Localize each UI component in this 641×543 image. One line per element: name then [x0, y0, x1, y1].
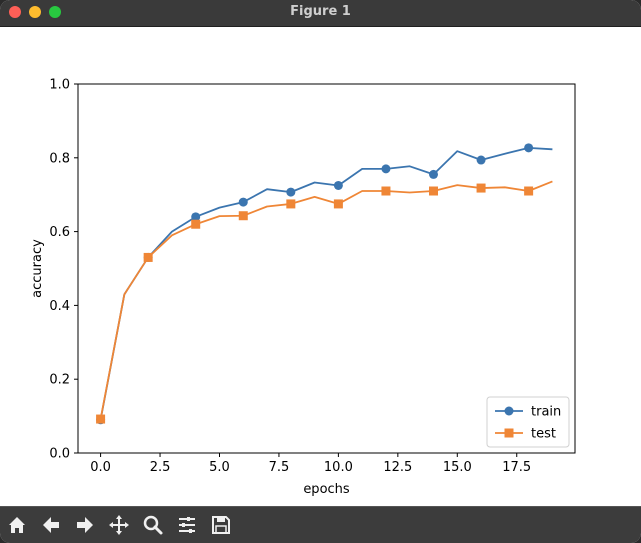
data-point-test [143, 252, 153, 262]
data-point-train [524, 143, 534, 153]
y-tick-label: 0.2 [49, 373, 70, 388]
data-point-test [381, 186, 391, 196]
data-point-test [96, 414, 106, 424]
y-tick-label: 0.8 [49, 151, 70, 166]
x-tick-label: 10.0 [324, 460, 353, 475]
y-tick-label: 1.0 [49, 78, 70, 93]
x-tick-label: 5.0 [209, 460, 230, 475]
zoom-icon [143, 515, 163, 535]
zoom-button[interactable] [138, 511, 168, 539]
figure-canvas[interactable]: 0.0 2.5 5.0 7.5 10.0 12.5 15.0 17.5 0.0 0.2 0.4 0.6… [0, 27, 641, 506]
forward-button[interactable] [70, 511, 100, 539]
home-button[interactable] [2, 511, 32, 539]
x-tick-label: 0.0 [90, 460, 111, 475]
data-point-train [238, 197, 248, 207]
close-window-button[interactable] [9, 6, 21, 18]
axes-frame [77, 83, 576, 454]
home-icon [9, 517, 25, 533]
x-tick-label: 15.0 [443, 460, 472, 475]
save-button[interactable] [206, 511, 236, 539]
data-point-train [429, 169, 439, 179]
data-point-test [476, 183, 486, 193]
y-tick-label: 0.6 [49, 225, 70, 240]
data-point-train [191, 212, 201, 222]
forward-icon [77, 517, 93, 533]
save-icon [212, 516, 230, 534]
configure-subplots-icon [179, 517, 195, 533]
series-line-test [99, 180, 553, 420]
title-bar[interactable]: Figure 1 [0, 0, 641, 27]
window-title: Figure 1 [290, 4, 351, 19]
x-tick-label: 7.5 [269, 460, 290, 475]
back-button[interactable] [36, 511, 66, 539]
legend-label-test: test [531, 427, 556, 442]
configure-subplots-button[interactable] [172, 511, 202, 539]
pan-button[interactable] [104, 511, 134, 539]
data-point-train [333, 180, 343, 190]
data-point-train [286, 187, 296, 197]
maximize-window-button[interactable] [49, 6, 61, 18]
accuracy-chart: 0.0 2.5 5.0 7.5 10.0 12.5 15.0 17.5 0.0 0.2 0.4 0.6… [30, 78, 576, 497]
y-tick-label: 0.4 [49, 299, 70, 314]
data-point-test [286, 199, 296, 209]
x-tick-label: 12.5 [383, 460, 412, 475]
x-axis-label: epochs [303, 482, 350, 497]
x-tick-label: 2.5 [150, 460, 171, 475]
data-point-train [381, 164, 391, 174]
data-point-test [238, 211, 248, 221]
data-point-test [191, 219, 201, 229]
y-axis-label: accuracy [30, 239, 45, 298]
data-point-test [429, 186, 439, 196]
y-tick-label: 0.0 [49, 447, 70, 462]
pan-icon [109, 515, 129, 535]
legend-label-train: train [531, 405, 561, 420]
minimize-window-button[interactable] [29, 6, 41, 18]
legend-marker-test [504, 428, 514, 438]
data-point-train [476, 155, 486, 165]
data-point-test [333, 199, 343, 209]
data-point-test [524, 186, 534, 196]
navigation-toolbar [0, 506, 641, 543]
back-icon [43, 517, 59, 533]
legend-marker-train [504, 406, 514, 416]
x-tick-label: 17.5 [502, 460, 531, 475]
